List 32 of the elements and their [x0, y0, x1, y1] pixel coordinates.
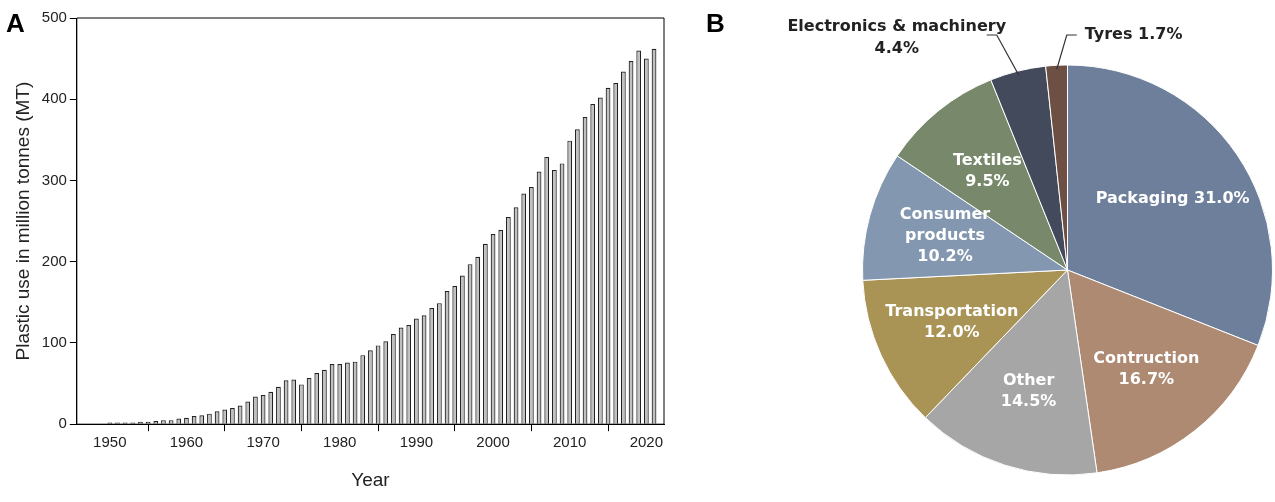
- x-tick-label: 1960: [169, 433, 204, 451]
- chart-title: A: [6, 8, 25, 39]
- x-tick-label: 1950: [93, 433, 127, 451]
- x-tick-label: 2000: [476, 433, 510, 451]
- slice-label: Transportation: [885, 301, 1019, 321]
- chart-title: B: [706, 8, 725, 39]
- data-label: 9.5%: [965, 170, 1010, 190]
- data-label: 10.2%: [917, 246, 973, 266]
- data-label: 16.7%: [1118, 369, 1175, 389]
- slice-label: Contruction: [1093, 348, 1200, 368]
- y-tick-label: 300: [41, 170, 67, 188]
- data-label: 12.0%: [924, 322, 980, 342]
- x-tick-label: 1980: [323, 433, 357, 451]
- y-tick-label: 500: [41, 8, 67, 26]
- x-axis-title: Year: [351, 468, 391, 490]
- slice-label: Other: [1002, 369, 1055, 389]
- y-tick-label: 0: [58, 414, 67, 432]
- x-tick-label: 1970: [246, 433, 280, 451]
- x-tick-label: 2010: [553, 433, 587, 451]
- x-tick-label: 2020: [629, 433, 664, 451]
- slice-label: Electronics & machinery: [787, 16, 1007, 36]
- y-tick-label: 400: [41, 89, 67, 107]
- x-tick-label: 1990: [399, 433, 434, 451]
- data-label: 14.5%: [1000, 390, 1057, 410]
- y-tick-label: 100: [41, 333, 67, 351]
- slice-label: Packaging 31.0%: [1095, 187, 1250, 207]
- slice-label: Consumer products: [899, 204, 991, 245]
- slice-label: Tyres 1.7%: [1084, 24, 1183, 44]
- y-tick-label: 200: [41, 251, 67, 269]
- y-axis-title: Plastic use in million tonnes (MT): [11, 81, 33, 361]
- slice-label: Textiles: [952, 149, 1022, 169]
- data-label: 4.4%: [874, 38, 919, 58]
